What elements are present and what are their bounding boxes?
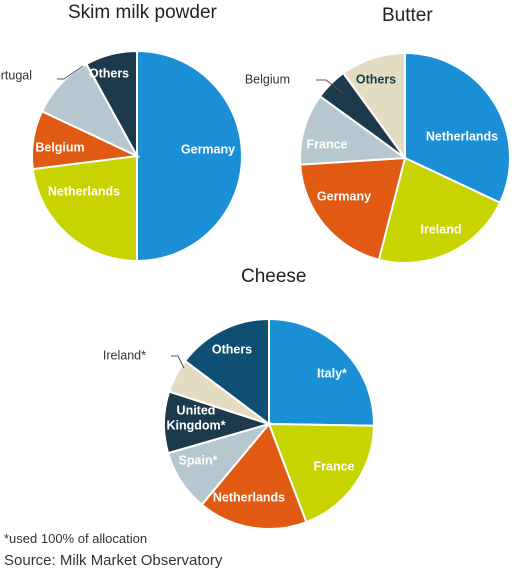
slice-italy — [268, 317, 375, 427]
slice-label-belgium: Belgium — [245, 72, 290, 86]
slice-label-ireland: Ireland — [421, 222, 462, 236]
slice-label-italy: Italy* — [317, 366, 347, 380]
slice-germany — [299, 156, 407, 261]
slice-label-germany: Germany — [181, 142, 235, 156]
slice-label-united-kingdom: United Kingdom* — [166, 404, 225, 433]
slice-label-france: France — [314, 459, 355, 473]
slice-others — [85, 49, 138, 157]
pie-skim-milk-powder: Germany Netherlands Belgium Portugal Others — [0, 49, 243, 263]
slice-netherlands — [31, 154, 138, 263]
leader-line-ireland — [171, 355, 185, 369]
slice-label-netherlands: Netherlands — [426, 129, 498, 143]
slice-germany — [136, 49, 243, 263]
slice-label-germany: Germany — [317, 189, 371, 203]
slice-netherlands — [200, 422, 308, 530]
slice-label-france: France — [307, 137, 348, 151]
pie-butter: Netherlands Ireland Germany France Belgium Ot… — [245, 51, 511, 264]
chart-title-skim-milk-powder: Skim milk powder — [68, 2, 217, 23]
slice-label-others: Others — [89, 66, 129, 80]
slice-others — [183, 317, 270, 427]
slice-label-others: Others — [356, 72, 396, 86]
slice-label-netherlands: Netherlands — [213, 490, 285, 504]
leader-line-portugal — [57, 65, 84, 80]
slice-label-portugal: Portugal — [0, 68, 32, 82]
chart-title-butter: Butter — [382, 5, 433, 26]
leader-line-belgium — [316, 79, 344, 94]
source-note: Source: Milk Market Observatory — [4, 552, 223, 569]
footnote: *used 100% of allocation — [4, 531, 148, 546]
pie-cheese: Italy* France Netherlands Spain* United Kingd… — [103, 317, 376, 530]
slice-label-others: Others — [212, 342, 252, 356]
slice-label-belgium: Belgium — [35, 140, 84, 154]
slice-label-spain: Spain* — [179, 453, 218, 467]
chart-title-cheese: Cheese — [241, 266, 307, 287]
slice-france — [267, 422, 376, 524]
slice-label-netherlands: Netherlands — [48, 184, 120, 198]
slice-label-ireland: Ireland* — [103, 348, 146, 362]
slice-france — [299, 94, 408, 166]
slice-netherlands — [404, 51, 511, 205]
slice-ireland — [377, 156, 502, 264]
slice-others — [341, 51, 406, 162]
